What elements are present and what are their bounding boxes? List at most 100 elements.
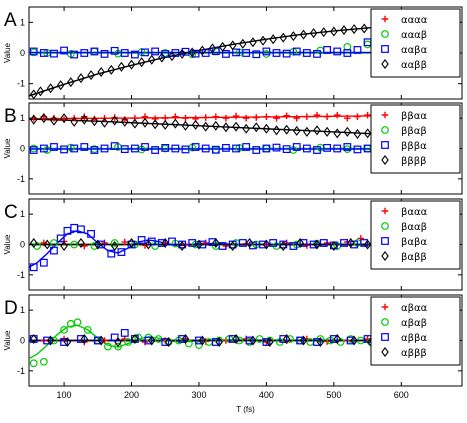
- data-point: [107, 64, 116, 75]
- data-point: [90, 47, 99, 56]
- data-point: [178, 48, 186, 59]
- data-point: [198, 240, 207, 249]
- data-point: [191, 143, 200, 151]
- data-point: [127, 237, 136, 248]
- x-tick-label: 200: [124, 390, 139, 400]
- panel-label: D: [4, 298, 18, 319]
- legend-label: ββαβ: [401, 126, 427, 137]
- data-point: [111, 114, 118, 121]
- data-point: [333, 144, 342, 153]
- data-point: [201, 144, 210, 153]
- data-point: [73, 318, 82, 327]
- data-point: [161, 237, 170, 248]
- data-point: [289, 31, 298, 42]
- data-point: [363, 128, 372, 139]
- data-point: [144, 239, 153, 250]
- panel-d: 1 0 -1 Value D αβαα αβαβ αββα αβββ: [3, 294, 463, 387]
- data-point: [97, 66, 105, 78]
- x-tick-label: 500: [326, 390, 341, 400]
- data-point: [293, 114, 301, 122]
- data-point: [46, 83, 55, 94]
- data-point: [283, 112, 290, 120]
- data-point: [195, 239, 203, 250]
- data-point: [343, 126, 352, 137]
- data-point: [259, 240, 267, 249]
- y-tick-label: 1: [20, 305, 25, 315]
- data-point: [323, 113, 331, 120]
- data-point: [181, 120, 190, 131]
- data-point: [127, 59, 136, 70]
- y-tick-label: 1: [20, 17, 25, 27]
- data-point: [299, 239, 308, 247]
- data-point: [313, 125, 321, 136]
- data-point: [70, 50, 79, 59]
- data-point: [346, 336, 355, 345]
- data-point: [121, 238, 129, 246]
- data-point: [343, 49, 352, 57]
- legend-label: ααβα: [401, 45, 428, 56]
- data-point: [262, 123, 271, 134]
- y-axis-label: Value: [3, 43, 12, 63]
- data-point: [80, 49, 89, 57]
- y-tick-label: 1: [20, 209, 25, 219]
- data-point: [353, 128, 362, 139]
- data-point: [130, 50, 139, 59]
- legend-label: ααββ: [401, 60, 427, 71]
- data-point: [178, 241, 186, 252]
- data-point: [333, 128, 341, 139]
- panel-b: 1 0 -1 Value B ββαα ββαβ βββα ββββ: [3, 102, 463, 195]
- data-point: [188, 47, 196, 58]
- data-point: [141, 143, 149, 151]
- data-point: [120, 329, 129, 337]
- data-point: [364, 111, 371, 119]
- data-point: [60, 46, 68, 55]
- legend: βααα βααβ βαβα βαββ: [370, 200, 461, 270]
- data-point: [67, 77, 75, 88]
- data-point: [232, 112, 240, 120]
- data-point: [228, 40, 237, 51]
- data-point: [252, 146, 261, 154]
- data-point: [323, 126, 331, 137]
- data-point: [313, 111, 321, 119]
- data-point: [77, 225, 85, 234]
- legend-marker: [381, 207, 389, 215]
- data-point: [120, 49, 129, 57]
- data-point: [282, 333, 291, 344]
- data-point: [222, 114, 230, 122]
- legend-label: αββα: [401, 333, 427, 344]
- data-point: [266, 337, 274, 348]
- data-point: [302, 144, 311, 153]
- data-point: [171, 144, 180, 153]
- data-point: [104, 342, 112, 351]
- data-point: [107, 249, 116, 258]
- data-point: [195, 336, 203, 345]
- data-point: [259, 35, 267, 46]
- data-point: [191, 49, 200, 58]
- data-point: [181, 333, 190, 344]
- legend-marker: [381, 222, 389, 230]
- data-point: [292, 47, 301, 56]
- data-point: [228, 335, 237, 343]
- data-point: [60, 338, 68, 346]
- data-point: [262, 239, 271, 250]
- legend-label: βββα: [401, 141, 427, 152]
- legend-label: αβββ: [401, 348, 427, 359]
- data-point: [249, 335, 257, 346]
- data-point: [147, 54, 156, 65]
- data-point: [29, 237, 38, 248]
- data-point: [181, 145, 190, 154]
- data-point: [46, 335, 55, 346]
- data-point: [354, 113, 361, 120]
- data-point: [181, 47, 190, 56]
- data-point: [296, 237, 304, 248]
- data-point: [110, 241, 119, 252]
- data-point: [158, 52, 166, 63]
- legend-marker: [381, 58, 389, 70]
- data-point: [40, 239, 48, 247]
- data-point: [168, 51, 176, 62]
- data-point: [313, 50, 321, 58]
- data-point: [252, 122, 261, 133]
- data-point: [171, 118, 180, 129]
- legend: αααα αααβ ααβα ααββ: [370, 8, 461, 78]
- data-point: [29, 263, 38, 272]
